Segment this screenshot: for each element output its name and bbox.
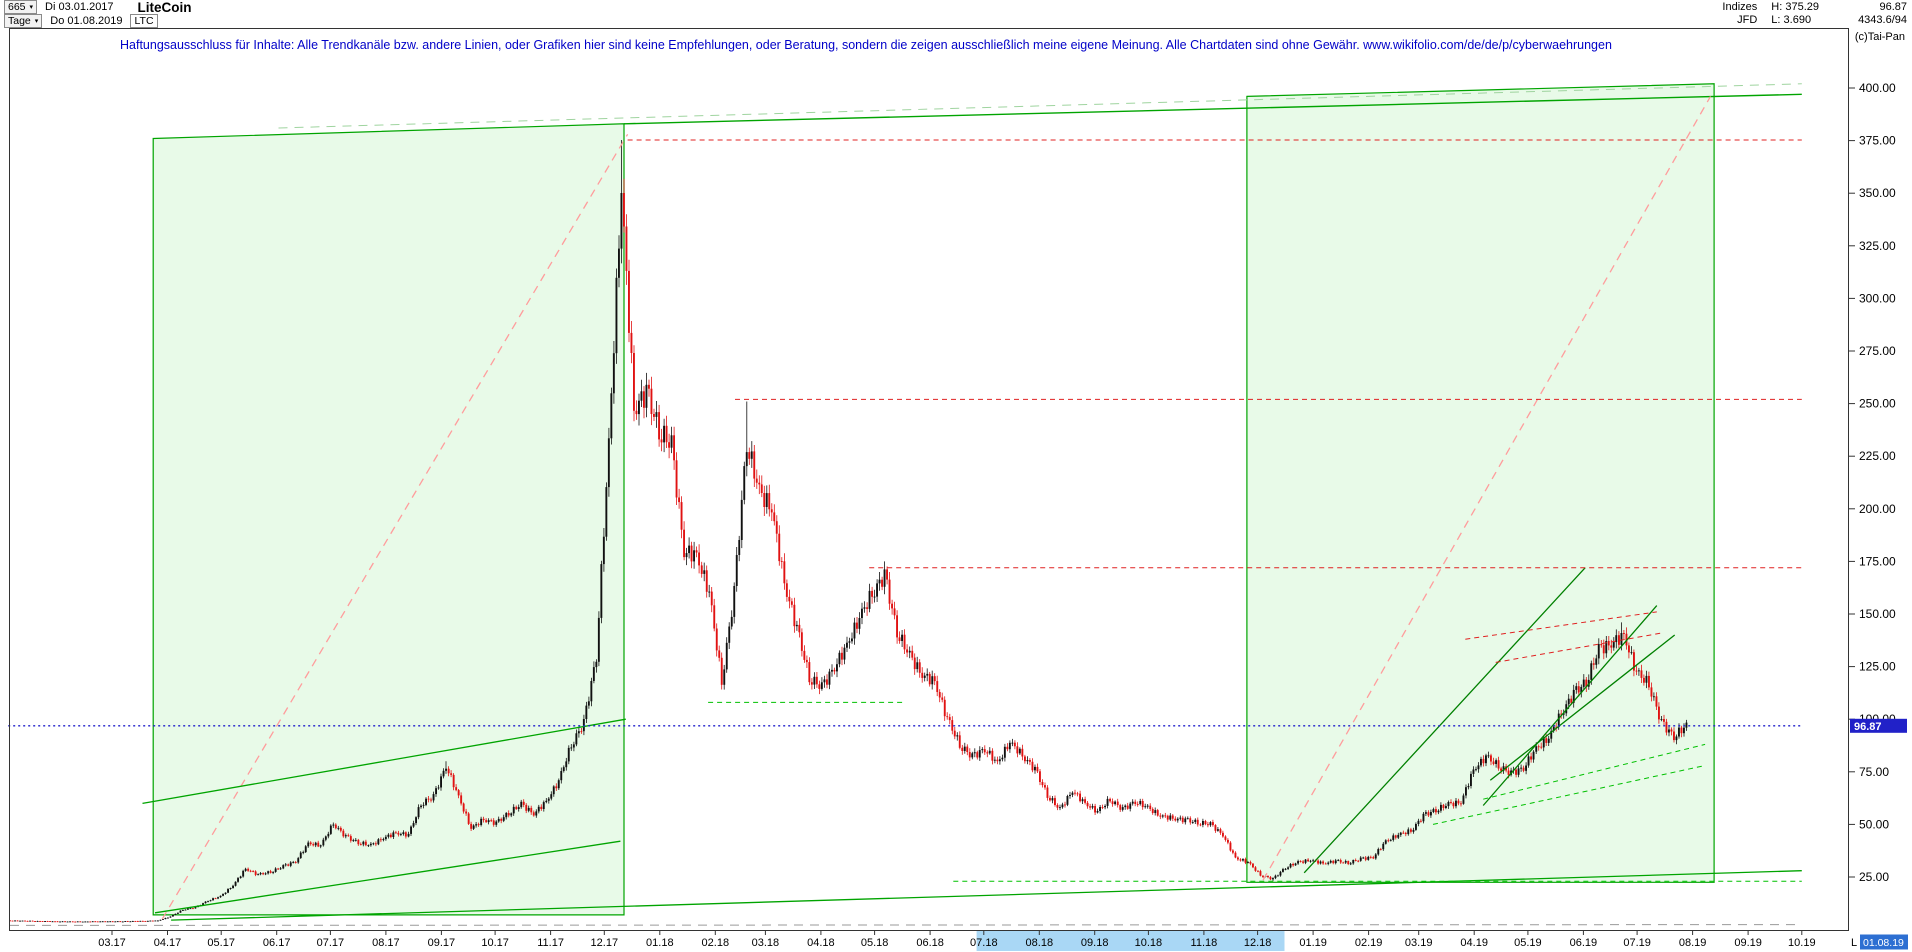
chevron-down-icon: ▾ [29, 3, 34, 11]
symbol-box[interactable]: LTC [130, 14, 158, 28]
svg-text:05.18: 05.18 [861, 937, 889, 949]
svg-text:75.00: 75.00 [1859, 765, 1889, 779]
low-value: 3.690 [1783, 14, 1812, 26]
start-date-field[interactable]: Di 03.01.2017 [45, 1, 114, 13]
toolbar-row-2: Tage ▾ Do 01.08.2019 LTC [0, 14, 1912, 28]
svg-text:150.00: 150.00 [1859, 607, 1896, 621]
date-axis: 03.17 04.17 05.17 06.17 07.17 08.17 09.17 10.17… [98, 930, 1816, 949]
copyright-label: (c)Tai-Pan [1854, 31, 1905, 43]
instrument-title: LiteCoin [137, 0, 192, 15]
svg-text:50.00: 50.00 [1859, 817, 1889, 831]
plot-frame [9, 28, 1849, 931]
broker-label: JFD [1737, 14, 1758, 26]
candles [9, 140, 1688, 923]
svg-text:08.19: 08.19 [1679, 937, 1707, 949]
bars-count-dropdown[interactable]: 665 ▾ [4, 0, 38, 14]
chevron-down-icon: ▾ [34, 17, 39, 25]
svg-text:375.00: 375.00 [1859, 134, 1896, 148]
svg-text:350.00: 350.00 [1859, 186, 1896, 200]
svg-text:03.18: 03.18 [752, 937, 780, 949]
x-axis-selection [976, 931, 1285, 951]
svg-text:09.19: 09.19 [1734, 937, 1762, 949]
svg-text:04.18: 04.18 [807, 937, 835, 949]
toolbar-row-1: 665 ▾ Di 03.01.2017 LiteCoin [0, 0, 1912, 15]
svg-text:02.19: 02.19 [1355, 937, 1383, 949]
svg-text:06.19: 06.19 [1570, 937, 1598, 949]
svg-text:03.19: 03.19 [1405, 937, 1433, 949]
svg-text:96.87: 96.87 [1854, 721, 1882, 733]
svg-text:275.00: 275.00 [1859, 344, 1896, 358]
svg-text:225.00: 225.00 [1859, 449, 1896, 463]
svg-text:11.17: 11.17 [537, 937, 564, 949]
svg-text:01.18: 01.18 [646, 937, 674, 949]
svg-text:07.17: 07.17 [317, 937, 345, 949]
svg-text:10.18: 10.18 [1135, 937, 1163, 949]
trend-channel-boxes [152, 83, 1715, 916]
svg-text:08.18: 08.18 [1026, 937, 1054, 949]
last-price-value: 96.87 [1879, 1, 1907, 13]
last-date-marker: L 01.08.19 [1851, 934, 1908, 950]
svg-text:400.00: 400.00 [1859, 81, 1896, 95]
high-value: 375.29 [1785, 1, 1819, 13]
price-axis: 25.0050.0075.00100.00125.00150.00175.002… [1848, 81, 1896, 884]
period-low: L: 3.690 [1771, 14, 1819, 26]
svg-text:10.17: 10.17 [481, 937, 509, 949]
svg-text:325.00: 325.00 [1859, 239, 1896, 253]
svg-text:12.18: 12.18 [1244, 937, 1272, 949]
svg-text:01.08.19: 01.08.19 [1863, 937, 1904, 949]
svg-text:200.00: 200.00 [1859, 502, 1896, 516]
svg-text:300.00: 300.00 [1859, 291, 1896, 305]
svg-text:03.17: 03.17 [98, 937, 126, 949]
svg-text:06.17: 06.17 [263, 937, 291, 949]
disclaimer-text: Haftungsausschluss für Inhalte: Alle Tre… [120, 38, 1612, 52]
svg-text:07.18: 07.18 [970, 937, 998, 949]
disclaimer-body: Haftungsausschluss für Inhalte: Alle Tre… [120, 38, 1360, 52]
bars-count-value: 665 [8, 1, 26, 13]
svg-text:04.19: 04.19 [1460, 937, 1488, 949]
svg-text:09.18: 09.18 [1081, 937, 1109, 949]
svg-text:02.18: 02.18 [702, 937, 730, 949]
svg-text:175.00: 175.00 [1859, 554, 1896, 568]
toolbar: 665 ▾ Di 03.01.2017 LiteCoin Tage ▾ Do 0… [0, 0, 1912, 28]
svg-text:06.18: 06.18 [916, 937, 944, 949]
quote-info: Indizes H: 375.29 96.87 JFD L: 3.690 434… [1722, 1, 1907, 26]
svg-text:25.00: 25.00 [1859, 870, 1889, 884]
period-dropdown[interactable]: Tage ▾ [4, 14, 43, 28]
svg-text:07.19: 07.19 [1623, 937, 1651, 949]
svg-text:L: L [1851, 937, 1857, 949]
end-date-field[interactable]: Do 01.08.2019 [50, 15, 123, 27]
trend-lines [8, 83, 1802, 926]
low-label: L: [1771, 14, 1781, 26]
last-price-chip: 96.87 [1850, 718, 1907, 733]
svg-text:05.17: 05.17 [207, 937, 235, 949]
high-label: H: [1771, 1, 1783, 13]
period-value: Tage [8, 15, 31, 27]
svg-text:11.18: 11.18 [1191, 937, 1218, 949]
svg-text:250.00: 250.00 [1859, 397, 1896, 411]
svg-text:12.17: 12.17 [591, 937, 619, 949]
svg-text:10.19: 10.19 [1788, 937, 1816, 949]
wikifolio-link[interactable]: www.wikifolio.com/de/de/p/cyberwaehrunge… [1363, 38, 1612, 52]
svg-text:04.17: 04.17 [154, 937, 182, 949]
svg-text:05.19: 05.19 [1514, 937, 1542, 949]
volume-info: 4343.6/94 [1858, 14, 1907, 26]
svg-text:125.00: 125.00 [1859, 660, 1896, 674]
exchange-label: Indizes [1722, 1, 1758, 13]
svg-text:01.19: 01.19 [1299, 937, 1327, 949]
period-high: H: 375.29 [1771, 1, 1819, 13]
svg-text:09.17: 09.17 [428, 937, 456, 949]
svg-text:08.17: 08.17 [372, 937, 400, 949]
